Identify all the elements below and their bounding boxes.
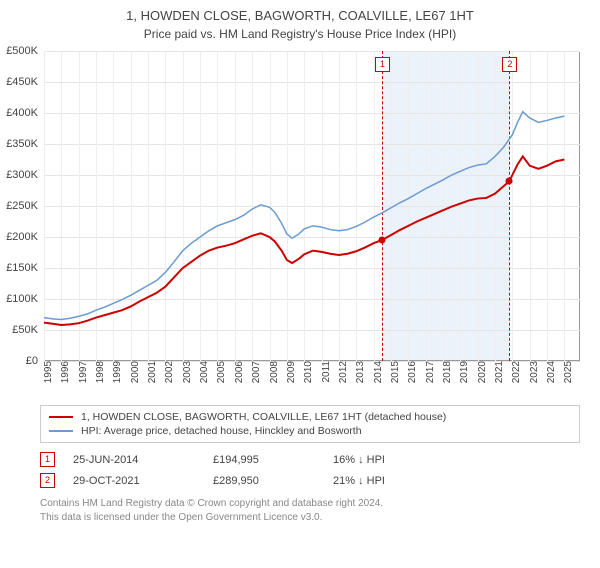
transaction-row: 2 29-OCT-2021£289,95021% ↓ HPI	[40, 470, 580, 491]
transaction-marker-box: 1	[40, 452, 55, 467]
ytick-label: £50K	[12, 324, 44, 336]
xtick-label: 1999	[108, 361, 123, 383]
transaction-date: 25-JUN-2014	[73, 454, 213, 466]
xtick-label: 2014	[369, 361, 384, 383]
xtick-label: 2021	[490, 361, 505, 383]
legend-swatch	[49, 416, 73, 418]
attribution-l2: This data is licensed under the Open Gov…	[40, 511, 580, 525]
xtick-label: 2003	[178, 361, 193, 383]
series-layer	[44, 51, 580, 361]
sale-dot	[378, 237, 385, 244]
xtick-label: 2018	[438, 361, 453, 383]
xtick-label: 2020	[473, 361, 488, 383]
xtick-label: 2005	[212, 361, 227, 383]
xtick-label: 2011	[317, 361, 332, 383]
transaction-delta: 21% ↓ HPI	[333, 475, 385, 487]
xtick-label: 2015	[386, 361, 401, 383]
xtick-label: 2025	[559, 361, 574, 383]
ytick-label: £300K	[6, 169, 44, 181]
xtick-label: 2022	[507, 361, 522, 383]
ytick-label: £100K	[6, 293, 44, 305]
sale-dot	[506, 178, 513, 185]
chart-subtitle: Price paid vs. HM Land Registry's House …	[0, 27, 600, 41]
transaction-row: 1 25-JUN-2014£194,99516% ↓ HPI	[40, 449, 580, 470]
transaction-price: £289,950	[213, 475, 333, 487]
xtick-label: 1997	[74, 361, 89, 383]
legend-label: HPI: Average price, detached house, Hinc…	[81, 425, 362, 437]
xtick-label: 2008	[265, 361, 280, 383]
chart-title: 1, HOWDEN CLOSE, BAGWORTH, COALVILLE, LE…	[0, 8, 600, 23]
xtick-label: 2002	[160, 361, 175, 383]
attribution: Contains HM Land Registry data © Crown c…	[40, 497, 580, 524]
ytick-label: £350K	[6, 138, 44, 150]
legend-row: HPI: Average price, detached house, Hinc…	[49, 424, 571, 438]
legend: 1, HOWDEN CLOSE, BAGWORTH, COALVILLE, LE…	[40, 405, 580, 443]
xtick-label: 2023	[525, 361, 540, 383]
ytick-label: £500K	[6, 45, 44, 57]
xtick-label: 2007	[247, 361, 262, 383]
xtick-label: 2016	[403, 361, 418, 383]
legend-swatch	[49, 430, 73, 432]
xtick-label: 2013	[351, 361, 366, 383]
ytick-label: £250K	[6, 200, 44, 212]
xtick-label: 2010	[299, 361, 314, 383]
transaction-marker-box: 2	[40, 473, 55, 488]
xtick-label: 2024	[542, 361, 557, 383]
ytick-label: £200K	[6, 231, 44, 243]
ytick-label: £150K	[6, 262, 44, 274]
transaction-date: 29-OCT-2021	[73, 475, 213, 487]
xtick-label: 1995	[39, 361, 54, 383]
xtick-label: 2006	[230, 361, 245, 383]
transaction-price: £194,995	[213, 454, 333, 466]
transaction-table: 1 25-JUN-2014£194,99516% ↓ HPI 2 29-OCT-202…	[40, 449, 580, 491]
xtick-label: 2017	[421, 361, 436, 383]
ytick-label: £400K	[6, 107, 44, 119]
legend-label: 1, HOWDEN CLOSE, BAGWORTH, COALVILLE, LE…	[81, 411, 446, 423]
transaction-delta: 16% ↓ HPI	[333, 454, 385, 466]
xtick-label: 2009	[282, 361, 297, 383]
series-hpi	[44, 112, 564, 320]
attribution-l1: Contains HM Land Registry data © Crown c…	[40, 497, 580, 511]
xtick-label: 2019	[455, 361, 470, 383]
xtick-label: 2000	[126, 361, 141, 383]
xtick-label: 1998	[91, 361, 106, 383]
xtick-label: 2004	[195, 361, 210, 383]
ytick-label: £450K	[6, 76, 44, 88]
xtick-label: 2012	[334, 361, 349, 383]
xtick-label: 2001	[143, 361, 158, 383]
legend-row: 1, HOWDEN CLOSE, BAGWORTH, COALVILLE, LE…	[49, 410, 571, 424]
xtick-label: 1996	[56, 361, 71, 383]
price-chart: £0£50K£100K£150K£200K£250K£300K£350K£400…	[44, 51, 580, 361]
